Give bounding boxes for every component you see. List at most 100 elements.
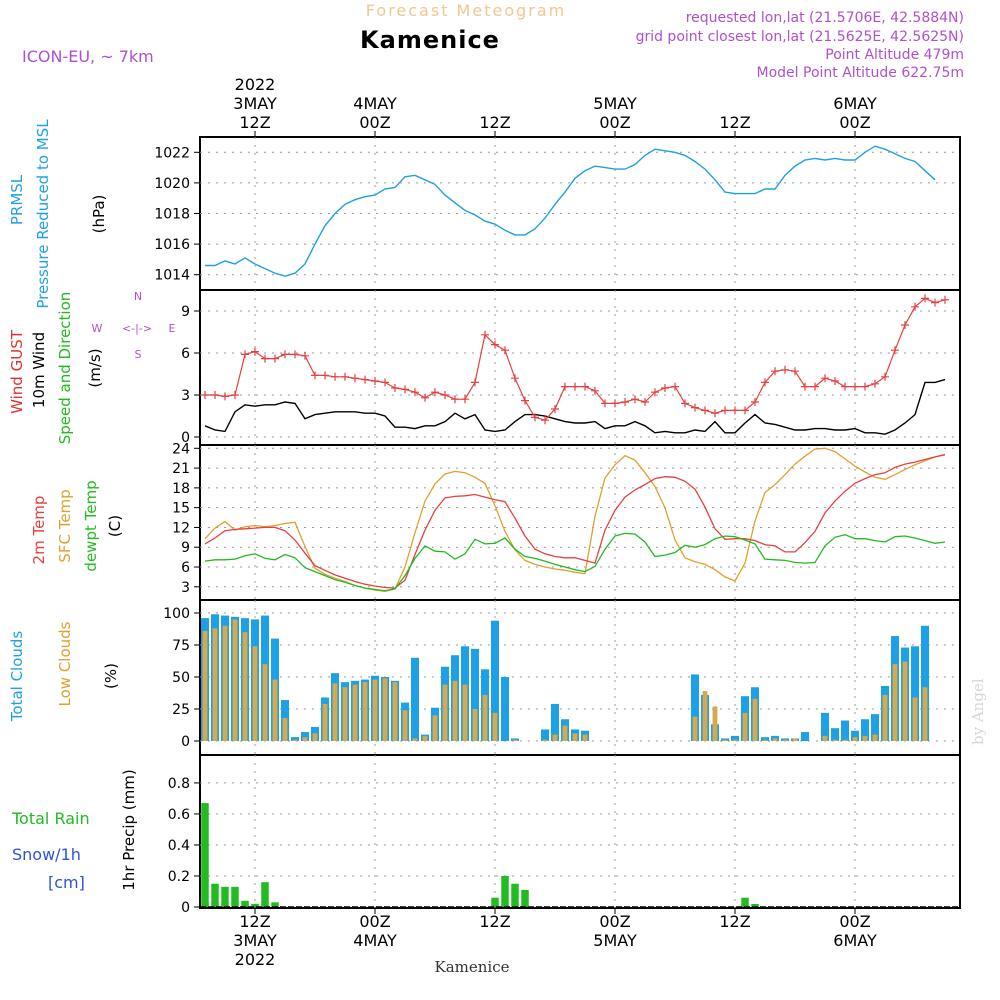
wind-gust-marker <box>791 367 799 376</box>
wind-gust-marker <box>291 350 299 359</box>
clouds-unit: (%) <box>102 663 120 689</box>
temp-panel: 3 6 9 12 15 18 21 24 2m Temp SFC Temp dewpt Temp (C… <box>30 441 961 601</box>
wind-gust-marker <box>411 388 419 397</box>
low-cloud-bar <box>712 706 718 741</box>
top-axis-label: 12Z <box>239 113 270 132</box>
top-axis-label: 12Z <box>719 113 750 132</box>
low-cloud-bar <box>292 739 298 741</box>
total-cloud-bar <box>831 728 839 741</box>
low-cloud-bar <box>912 697 918 741</box>
wind-gust-marker <box>871 379 879 388</box>
wind-gust-marker <box>261 354 269 363</box>
compass-east: E <box>169 322 176 335</box>
low-cloud-bar <box>552 734 558 741</box>
wind-gust-marker <box>891 346 899 355</box>
low-cloud-bar <box>222 625 228 741</box>
wind-gust-marker <box>501 346 509 355</box>
low-cloud-bar <box>272 679 278 741</box>
wind-gust-marker <box>931 298 939 307</box>
rain-bar <box>251 903 259 907</box>
wind-gust-marker <box>721 406 729 415</box>
wind-speed-line <box>204 378 946 435</box>
wind-gust-marker <box>801 382 809 391</box>
temp-ytick-label: 9 <box>181 540 190 556</box>
temp-label-sfc: SFC Temp <box>56 489 74 562</box>
wind-gust-marker <box>251 347 259 356</box>
wind-gust-marker <box>311 371 319 380</box>
pressure-label-prmsl: PRMSL <box>8 174 26 225</box>
wind-gust-marker <box>761 378 769 387</box>
low-cloud-bar <box>922 687 928 741</box>
rain-bar <box>261 882 269 907</box>
pressure-line <box>205 145 936 277</box>
compass-south: S <box>135 348 142 361</box>
wind-gust-line <box>205 297 946 421</box>
wind-gust-marker <box>461 395 469 404</box>
low-cloud-bar <box>752 698 758 741</box>
wind-gust-marker <box>851 382 859 391</box>
low-cloud-bar <box>422 735 428 741</box>
wind-gust-marker <box>811 382 819 391</box>
wind-gust-marker <box>351 374 359 383</box>
low-cloud-bar <box>792 738 798 741</box>
precip-label-snow: Snow/1h <box>12 845 81 864</box>
low-cloud-bar <box>872 734 878 741</box>
wind-gust-marker <box>701 406 709 415</box>
top-axis-label: 00Z <box>359 113 390 132</box>
compass-north: N <box>134 290 142 303</box>
wind-gust-marker <box>631 395 639 404</box>
low-cloud-bar <box>862 735 868 741</box>
low-cloud-bar <box>332 683 338 741</box>
pressure-ytick-label: 1018 <box>154 207 190 223</box>
temp-sfc-line <box>204 447 946 593</box>
clouds-panel: 0 25 50 75 100 Total Clouds Low Clouds (%) <box>8 599 961 756</box>
wind-gust-marker <box>541 416 549 425</box>
total-cloud-bar <box>291 737 299 741</box>
temp-ytick-label: 18 <box>172 481 190 497</box>
low-cloud-bar <box>772 738 778 741</box>
low-cloud-bar <box>282 717 288 741</box>
bottom-axis-label: 12Z <box>239 912 270 931</box>
total-cloud-bar <box>851 730 859 741</box>
wind-ytick-label: 9 <box>181 304 190 320</box>
pressure-ytick-label: 1020 <box>154 176 190 192</box>
low-cloud-bar <box>372 679 378 741</box>
wind-gust-marker <box>421 393 429 402</box>
wind-gust-marker <box>511 374 519 383</box>
low-cloud-bar <box>702 691 708 741</box>
total-cloud-bar <box>731 735 739 741</box>
rain-bar <box>241 900 249 907</box>
point-altitude: Point Altitude 479m <box>825 47 964 63</box>
temp-ytick-label: 3 <box>181 580 190 596</box>
temp-label-2m: 2m Temp <box>30 496 48 565</box>
pressure-label-msl: Pressure Reduced to MSL <box>34 119 52 309</box>
bottom-axis-label: 00Z <box>839 912 870 931</box>
top-axis-label: 3MAY <box>233 94 277 113</box>
watermark: by Angel <box>969 678 987 745</box>
top-axis-label: 00Z <box>839 113 870 132</box>
total-cloud-bar <box>541 729 549 741</box>
precip-ylabel: 1hr Precip (mm) <box>120 769 138 890</box>
wind-gust-marker <box>661 384 669 392</box>
wind-gust-marker <box>591 386 599 395</box>
top-axis-label: 2022 <box>235 75 276 94</box>
clouds-ytick-label: 100 <box>163 606 190 622</box>
wind-gust-marker <box>731 406 739 415</box>
wind-gust-marker <box>471 378 479 387</box>
low-cloud-bar <box>382 678 388 741</box>
clouds-ytick-label: 50 <box>172 670 190 686</box>
temp-ytick-label: 12 <box>172 520 190 536</box>
low-cloud-bar <box>472 709 478 741</box>
low-cloud-bar <box>742 712 748 741</box>
total-cloud-bar <box>911 646 919 741</box>
low-cloud-bar <box>572 733 578 741</box>
wind-gust-marker <box>321 371 329 380</box>
temp-ytick-label: 6 <box>181 560 190 576</box>
wind-gust-marker <box>211 391 219 399</box>
top-axis-label: 5MAY <box>593 94 637 113</box>
wind-ytick-label: 0 <box>181 430 190 446</box>
wind-gust-marker <box>611 399 619 408</box>
low-cloud-bar <box>852 737 858 741</box>
temp-ytick-label: 24 <box>172 441 190 457</box>
